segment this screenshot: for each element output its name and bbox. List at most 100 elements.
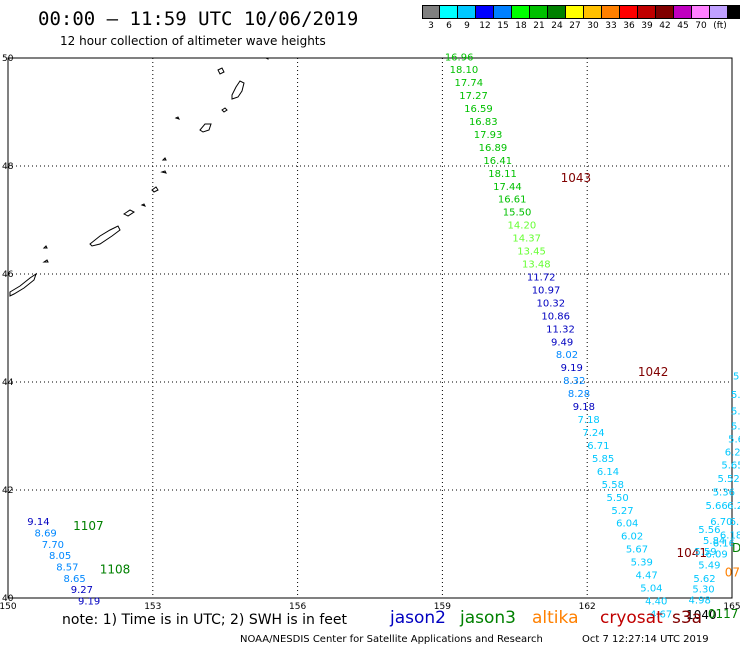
lat-tick-label: 42	[2, 486, 13, 496]
wave-height-value: 5.85	[592, 454, 614, 465]
scale-label: 6	[446, 21, 452, 31]
scale-label: 24	[551, 21, 563, 31]
scale-label: 27	[569, 21, 581, 31]
scale-label: 18	[515, 21, 527, 31]
island-shape	[151, 186, 159, 193]
lon-tick-label: 162	[579, 602, 596, 612]
wave-height-value: 11.72	[527, 272, 556, 283]
page-title: 00:00 – 11:59 UTC 10/06/2019	[38, 8, 359, 30]
wave-height-value: 6.20	[727, 501, 740, 512]
wave-height-value: 17.27	[459, 91, 488, 102]
pass-number-label: 0117	[708, 607, 739, 621]
wave-height-value: 14.37	[512, 234, 541, 245]
wave-height-value: 7.18	[578, 415, 600, 426]
island-shape	[174, 116, 180, 120]
island-shape	[160, 170, 167, 174]
wave-height-value: 5.62	[693, 574, 715, 585]
wave-height-value: 5.27	[611, 506, 633, 517]
wave-height-value: 6.18	[720, 531, 740, 542]
lat-tick-label: 46	[2, 270, 14, 280]
scale-swatch	[584, 5, 602, 19]
wave-height-value: 4.40	[645, 596, 667, 607]
wave-height-value: 9.49	[551, 337, 573, 348]
scale-swatch	[620, 5, 638, 19]
map-grid	[7, 57, 733, 599]
scale-label: 70	[695, 21, 707, 31]
scale-swatch	[566, 5, 584, 19]
pass-number-label: 1042	[638, 365, 669, 379]
pass-number-label: D	[732, 541, 740, 555]
wave-height-value: 6.02	[621, 532, 643, 543]
island-shape	[123, 209, 135, 217]
color-scale	[422, 5, 740, 19]
scale-label: 3	[428, 21, 434, 31]
scale-swatch	[710, 5, 728, 19]
wave-height-value: 9.19	[561, 363, 583, 374]
wave-height-value: 18.11	[488, 169, 517, 180]
credit-text: NOAA/NESDIS Center for Satellite Applica…	[240, 634, 543, 645]
wave-height-value: 16.61	[498, 195, 527, 206]
wave-height-value: 8.05	[49, 551, 71, 562]
wave-height-value: 16.96	[445, 53, 474, 64]
wave-height-value: 5.	[733, 371, 740, 382]
wave-height-value: 5.84	[703, 536, 725, 547]
wave-height-value: 5.8	[731, 406, 740, 417]
wave-height-value: 17.74	[454, 78, 483, 89]
scale-label: 36	[623, 21, 635, 31]
wave-height-value: 13.48	[522, 260, 551, 271]
wave-height-value: 16.89	[479, 143, 508, 154]
island-shape	[231, 80, 245, 100]
scale-label: 45	[677, 21, 689, 31]
wave-height-value: 5.30	[692, 585, 714, 596]
wave-height-value: 16.83	[469, 117, 498, 128]
scale-swatch	[476, 5, 494, 19]
lon-tick-label: 156	[289, 602, 306, 612]
scale-label: (ft)	[713, 21, 727, 31]
wave-height-value: 7.70	[42, 540, 64, 551]
wave-height-value: 5.04	[640, 584, 662, 595]
footer-note: note: 1) Time is in UTC; 2) SWH is in fe…	[62, 612, 348, 628]
wave-height-value: 10.86	[541, 311, 570, 322]
scale-label: 33	[605, 21, 617, 31]
wave-height-value: 16.59	[464, 104, 493, 115]
scale-swatch	[692, 5, 710, 19]
coast-shape	[9, 272, 37, 297]
pass-number-label: 073	[725, 565, 740, 579]
legend-entry-jason2: jason2	[390, 608, 446, 628]
wave-height-value: 6.70	[710, 517, 732, 528]
wave-height-value: 4.47	[635, 571, 657, 582]
wave-height-value: 5.39	[631, 558, 653, 569]
scale-swatch	[530, 5, 548, 19]
legend-entry-s3a: s3a	[672, 608, 703, 628]
wave-height-value: 6.7	[730, 517, 740, 528]
scale-label: 42	[659, 21, 671, 31]
lat-tick-label: 48	[2, 162, 14, 172]
island-shape	[161, 157, 167, 161]
scale-label: 9	[464, 21, 470, 31]
wave-height-value: 6.04	[616, 519, 638, 530]
lon-tick-label: 150	[0, 602, 17, 612]
wave-height-value: 8.28	[568, 389, 590, 400]
wave-height-value: 5.66	[705, 501, 727, 512]
pass-number-label: 1107	[73, 519, 104, 533]
lon-tick-label: 165	[723, 602, 740, 612]
wave-height-value: 8.69	[35, 528, 57, 539]
color-scale-labels: 3 6 9 12 15 18 21 24 27 30 33 36 39 42 45 70 (ft)	[422, 21, 730, 31]
wave-height-value: 8.32	[563, 376, 585, 387]
wave-height-value: 6.71	[587, 441, 609, 452]
wave-height-value: 5.58	[602, 480, 624, 491]
wave-height-value: 7.24	[582, 428, 604, 439]
wave-height-value: 5.49	[698, 560, 720, 571]
wave-height-value: 13.45	[517, 247, 546, 258]
island-shape	[217, 67, 225, 75]
island-shape	[42, 245, 48, 249]
pass-number-label: 1040	[686, 608, 717, 622]
map-frame	[7, 57, 733, 599]
wave-height-value: 5.36	[713, 487, 735, 498]
scale-swatch	[512, 5, 530, 19]
wave-height-value: 5.59	[694, 547, 716, 558]
pass-number-label: 1041	[676, 546, 707, 560]
island-shape	[140, 203, 146, 207]
